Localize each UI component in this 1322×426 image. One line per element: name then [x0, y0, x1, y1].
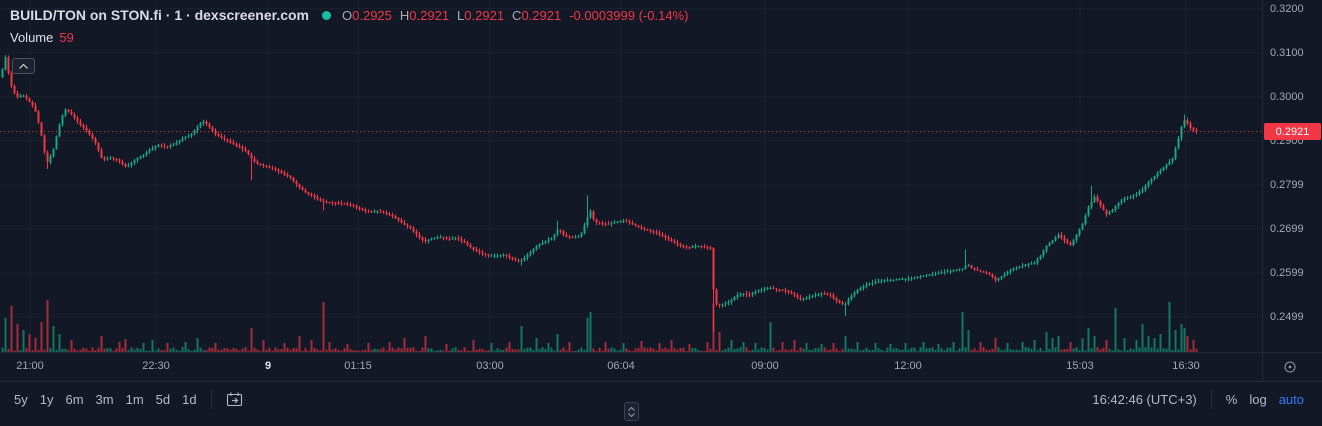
close-value: 0.2921	[521, 7, 562, 23]
open-label: O	[342, 7, 353, 23]
price-tick-label: 0.2699	[1270, 223, 1304, 236]
time-tick-label: 15:03	[1066, 360, 1094, 372]
high-value: 0.2921	[409, 7, 450, 23]
bottom-toolbar: 5y 1y 6m 3m 1m 5d 1d 16:42:46 (UTC+3) %	[0, 381, 1322, 426]
timezone-clock-button[interactable]: 16:42:46 (UTC+3)	[1086, 390, 1202, 409]
ohlc-values: O 0.2925 H 0.2921 L 0.2921 C 0.2921 -0.00039…	[342, 8, 688, 23]
chevron-up-icon	[19, 63, 28, 69]
time-tick-label: 01:15	[344, 360, 372, 372]
time-tick-label: 12:00	[894, 360, 922, 372]
go-to-date-button[interactable]	[220, 389, 249, 409]
symbol-title[interactable]: BUILD/TON on STON.fi · 1 · dexscreener.c…	[10, 7, 309, 23]
price-tick-label: 0.2599	[1270, 267, 1304, 280]
legend-collapse-button[interactable]	[12, 58, 35, 74]
log-scale-button[interactable]: log	[1243, 390, 1272, 409]
scale-controls-group: 16:42:46 (UTC+3) % log auto	[1086, 389, 1310, 409]
time-tick-label: 21:00	[16, 360, 44, 372]
price-axis[interactable]: 0.3200 0.3100 0.3000 0.2900 0.2799 0.2699 0.25…	[1262, 0, 1322, 352]
range-1m-button[interactable]: 1m	[120, 390, 150, 409]
last-price-badge: 0.2921	[1264, 123, 1321, 141]
range-5d-button[interactable]: 5d	[150, 390, 176, 409]
price-tick-label: 0.3100	[1270, 46, 1304, 59]
time-tick-label: 03:00	[476, 360, 504, 372]
low-value: 0.2921	[464, 7, 505, 23]
price-tick-label: 0.2499	[1270, 311, 1304, 324]
volume-value: 59	[59, 30, 74, 45]
open-value: 0.2925	[352, 7, 392, 23]
chevron-up-icon	[628, 406, 635, 411]
change-value: -0.0003999 (-0.14%)	[569, 7, 689, 23]
toolbar-separator	[1210, 389, 1212, 409]
toolbar-separator	[210, 389, 212, 409]
low-label: L	[457, 7, 465, 23]
pane-resize-handle[interactable]	[624, 402, 639, 421]
high-label: H	[399, 7, 410, 23]
candlestick-chart[interactable]	[0, 0, 1262, 352]
provider-dot-icon	[322, 10, 331, 20]
range-1y-button[interactable]: 1y	[34, 390, 60, 409]
scroll-to-realtime-icon[interactable]	[1283, 360, 1297, 374]
axes-corner	[1262, 352, 1322, 381]
time-tick-label: 22:30	[142, 360, 170, 372]
time-tick-label: 16:30	[1172, 360, 1200, 372]
price-tick-label: 0.3200	[1270, 2, 1304, 15]
date-range-group: 5y 1y 6m 3m 1m 5d 1d	[8, 389, 249, 409]
volume-row: Volume 59	[10, 30, 688, 45]
range-6m-button[interactable]: 6m	[59, 390, 89, 409]
chart-legend: BUILD/TON on STON.fi · 1 · dexscreener.c…	[10, 7, 688, 45]
time-tick-label: 9	[264, 360, 272, 372]
calendar-icon	[226, 392, 242, 407]
volume-label: Volume	[10, 30, 54, 45]
range-5y-button[interactable]: 5y	[8, 390, 34, 409]
price-tick-label: 0.2799	[1270, 179, 1304, 192]
price-tick-label: 0.3000	[1270, 90, 1304, 103]
time-axis[interactable]: 21:00 22:30 9 01:15 03:00 06:04 09:00 12:00 15:0…	[0, 352, 1262, 381]
range-3m-button[interactable]: 3m	[90, 390, 120, 409]
range-1d-button[interactable]: 1d	[176, 390, 202, 409]
time-tick-label: 06:04	[607, 360, 635, 372]
time-tick-label: 09:00	[751, 360, 779, 372]
close-label: C	[512, 7, 522, 23]
percent-scale-button[interactable]: %	[1220, 390, 1244, 409]
chevron-down-icon	[628, 412, 635, 417]
auto-scale-button[interactable]: auto	[1273, 390, 1310, 409]
